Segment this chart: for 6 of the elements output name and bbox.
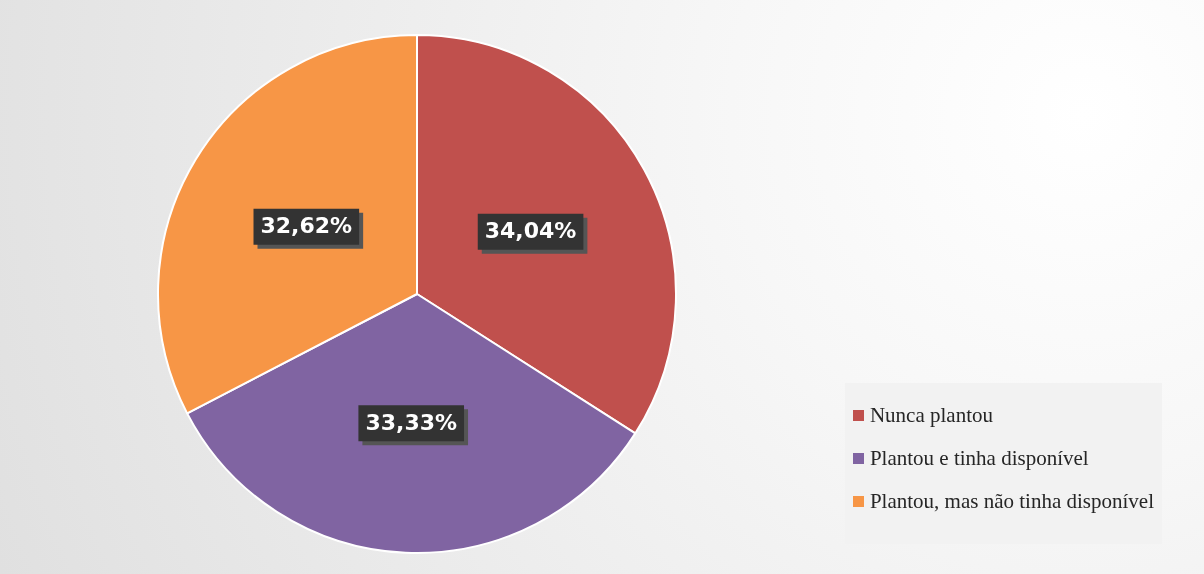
legend-label: Plantou e tinha disponível — [869, 446, 1089, 471]
slice-label: Nunca plantou — [869, 403, 993, 428]
data-label: 32,62% — [260, 213, 353, 239]
data-label: 33,33% — [365, 410, 458, 436]
legend-label: Plantou, mas não tinha disponível — [869, 489, 1154, 514]
data-label: 34,04% — [484, 218, 577, 244]
